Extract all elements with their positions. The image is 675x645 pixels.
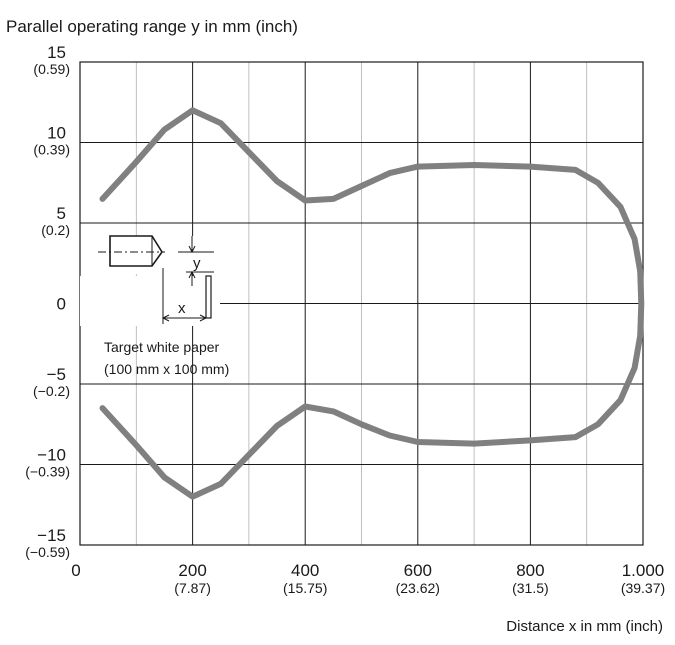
x-tick-label: 800	[516, 561, 544, 580]
y-tick-sublabel: (0.39)	[33, 142, 70, 158]
sensor-icon	[109, 235, 163, 267]
x-tick-sublabel: (39.37)	[621, 580, 665, 596]
y-tick-sublabel: (0.2)	[41, 222, 70, 238]
x-tick-sublabel: (7.87)	[174, 580, 211, 596]
series-layer	[99, 107, 645, 500]
measurement-schematic: y x Target white paper (100 mm x 100 mm)	[80, 235, 229, 377]
x-arrowhead-left	[161, 314, 170, 322]
y-tick-sublabel: (0.59)	[33, 61, 70, 77]
y-tick-sublabel: (−0.59)	[25, 544, 70, 560]
y-tick-label: −10	[37, 446, 66, 465]
target-paper	[205, 275, 212, 319]
tick-labels: 0 200(7.87) 400(15.75) 600(23.62) 800(31.5) 1…	[25, 43, 665, 596]
x-tick-label: 400	[291, 561, 319, 580]
y-tick-sublabel: (−0.39)	[25, 464, 70, 480]
y-tick-label: 0	[57, 295, 66, 314]
target-caption-line1: Target white paper	[104, 339, 220, 355]
y-tick-sublabel: (−0.2)	[33, 383, 70, 399]
x-tick-label: 1.000	[622, 561, 665, 580]
inset-y-symbol: y	[193, 255, 201, 272]
y-tick-label: −5	[47, 365, 66, 384]
y-tick-label: 15	[47, 43, 66, 62]
inset-x-symbol: x	[178, 300, 186, 317]
target-caption-line2: (100 mm x 100 mm)	[104, 361, 229, 377]
x-tick-sublabel: (23.62)	[396, 580, 440, 596]
x-tick-label: 200	[178, 561, 206, 580]
x-arrowhead-right	[199, 314, 208, 322]
y-tick-label: 10	[47, 124, 66, 143]
x-tick-label: 0	[71, 561, 80, 580]
x-axis-title: Distance x in mm (inch)	[506, 618, 663, 635]
y-tick-label: 5	[57, 204, 66, 223]
x-tick-label: 600	[404, 561, 432, 580]
y-axis-title: Parallel operating range y in mm (inch)	[6, 17, 298, 36]
operating-range-curve	[99, 107, 645, 500]
x-tick-sublabel: (31.5)	[512, 580, 549, 596]
x-tick-sublabel: (15.75)	[283, 580, 327, 596]
y-tick-label: −15	[37, 526, 66, 545]
y-arrowhead-upper	[188, 245, 196, 254]
